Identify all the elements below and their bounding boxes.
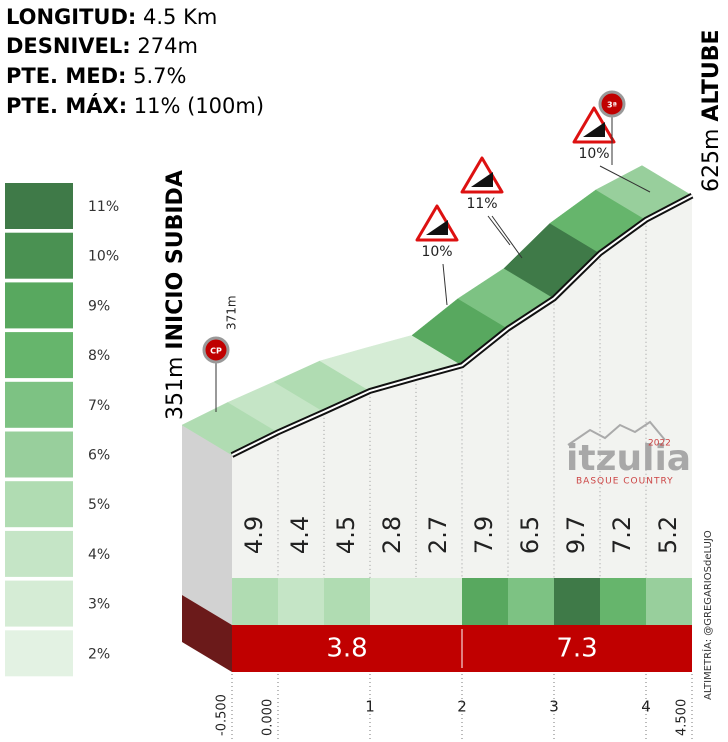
start-label: 351m INICIO SUBIDA (163, 170, 188, 420)
front-face (232, 195, 692, 578)
x-tick-label: 3 (549, 698, 559, 716)
gradient-label: 2.7 (424, 516, 452, 554)
stat-value: 11% (100m) (134, 94, 264, 118)
gradient-label: 7.2 (608, 516, 636, 554)
gradient-band (232, 578, 278, 625)
legend-swatch (5, 530, 73, 577)
stat-label: LONGITUD: (6, 5, 136, 29)
stat: LONGITUD: 4.5 Km (6, 5, 217, 29)
legend-swatch (5, 183, 73, 229)
stat-label: DESNIVEL: (6, 34, 131, 58)
gradient-label: 5.2 (654, 516, 682, 554)
leader-line (599, 165, 651, 193)
logo: itzulia 2022 BASQUE COUNTRY (566, 420, 691, 487)
legend-label: 4% (88, 547, 110, 563)
legend-label: 9% (88, 298, 110, 314)
annotation-label: 10% (421, 244, 452, 260)
stat-label: PTE. MÁX: (6, 93, 127, 118)
legend-swatch (5, 332, 73, 379)
end-name: ALTUBE (699, 30, 724, 122)
km-band (232, 625, 462, 672)
logo-name: itzulia (566, 438, 691, 479)
legend-swatch (5, 381, 73, 428)
gradient-label: 6.5 (516, 516, 544, 554)
gradient-label: 4.9 (240, 516, 268, 554)
legend-swatch (5, 431, 73, 478)
side-face (182, 425, 232, 625)
legend-label: 2% (88, 646, 110, 662)
legend-label: 8% (88, 348, 110, 364)
x-tick-label: 4 (641, 698, 651, 716)
legend-label: 11% (88, 199, 119, 215)
x-tick-label: 4.500 (675, 699, 690, 736)
stat-value: 5.7% (133, 64, 186, 88)
marker-label: 3ª (607, 101, 617, 110)
marker-circle (598, 90, 626, 118)
gradient-band (554, 578, 600, 625)
km-band (462, 625, 692, 672)
marker-label: CP (210, 347, 222, 356)
stat-value: 274m (137, 34, 198, 58)
legend-swatch (5, 580, 73, 627)
legend-swatch (5, 481, 73, 528)
climb-sign-icon (426, 220, 448, 235)
gradient-band (600, 578, 646, 625)
marker-circle (202, 336, 230, 364)
leader-line (487, 215, 511, 246)
side-face (182, 595, 232, 672)
gradient-label: 2.8 (378, 516, 406, 554)
stat-value: 4.5 Km (143, 5, 217, 29)
marker-detail: 371m (225, 295, 239, 330)
gradient-band (278, 578, 324, 625)
gradient-band (416, 578, 462, 625)
stat-label: PTE. MED: (6, 64, 126, 88)
gradient-band (508, 578, 554, 625)
legend-swatch (5, 232, 73, 279)
start-name: INICIO SUBIDA (163, 170, 188, 349)
x-tick-label: 0.000 (261, 699, 276, 736)
legend-label: 3% (88, 597, 110, 613)
gradient-label: 4.5 (332, 516, 360, 554)
gradient-label: 4.4 (286, 516, 314, 554)
annotation-label: 11% (466, 196, 497, 212)
end-elevation: 625m (699, 129, 724, 192)
gradient-band (324, 578, 370, 625)
stat: DESNIVEL: 274m (6, 34, 198, 58)
gradient-label: 7.9 (470, 516, 498, 554)
x-tick-label: -0.500 (215, 694, 230, 736)
legend-label: 7% (88, 398, 110, 414)
legend-label: 10% (88, 249, 119, 265)
credit: ALTIMETRÍA: @GREGARIOSdeLUJO (701, 530, 714, 700)
legend-swatch (5, 630, 73, 677)
profile-line-inner (231, 194, 693, 456)
logo-year: 2022 (648, 439, 671, 449)
legend-swatch (5, 282, 73, 329)
gradient-band (646, 578, 692, 625)
start-elevation: 351m (163, 357, 188, 420)
leader-line (442, 263, 448, 306)
km-label: 7.3 (556, 634, 597, 664)
stats: LONGITUD: 4.5 Km DESNIVEL: 274m PTE. MED… (6, 5, 264, 118)
gradient-label: 9.7 (562, 516, 590, 554)
stat: PTE. MED: 5.7% (6, 64, 186, 88)
legend-label: 6% (88, 448, 110, 464)
stat: PTE. MÁX: 11% (100m) (6, 93, 264, 118)
legend-label: 5% (88, 497, 110, 513)
x-tick-label: 1 (365, 698, 375, 716)
gradient-band (462, 578, 508, 625)
climb-sign-icon (583, 122, 605, 137)
annotation-label: 10% (578, 146, 609, 162)
logo-subtitle: BASQUE COUNTRY (576, 477, 674, 487)
climb-sign-icon (471, 172, 493, 187)
gradient-band (370, 578, 416, 625)
x-tick-label: 2 (457, 698, 467, 716)
km-label: 3.8 (326, 634, 367, 664)
logo-mountains (567, 420, 666, 446)
leader-line (491, 215, 523, 259)
end-label: 625m ALTUBE (699, 30, 724, 193)
